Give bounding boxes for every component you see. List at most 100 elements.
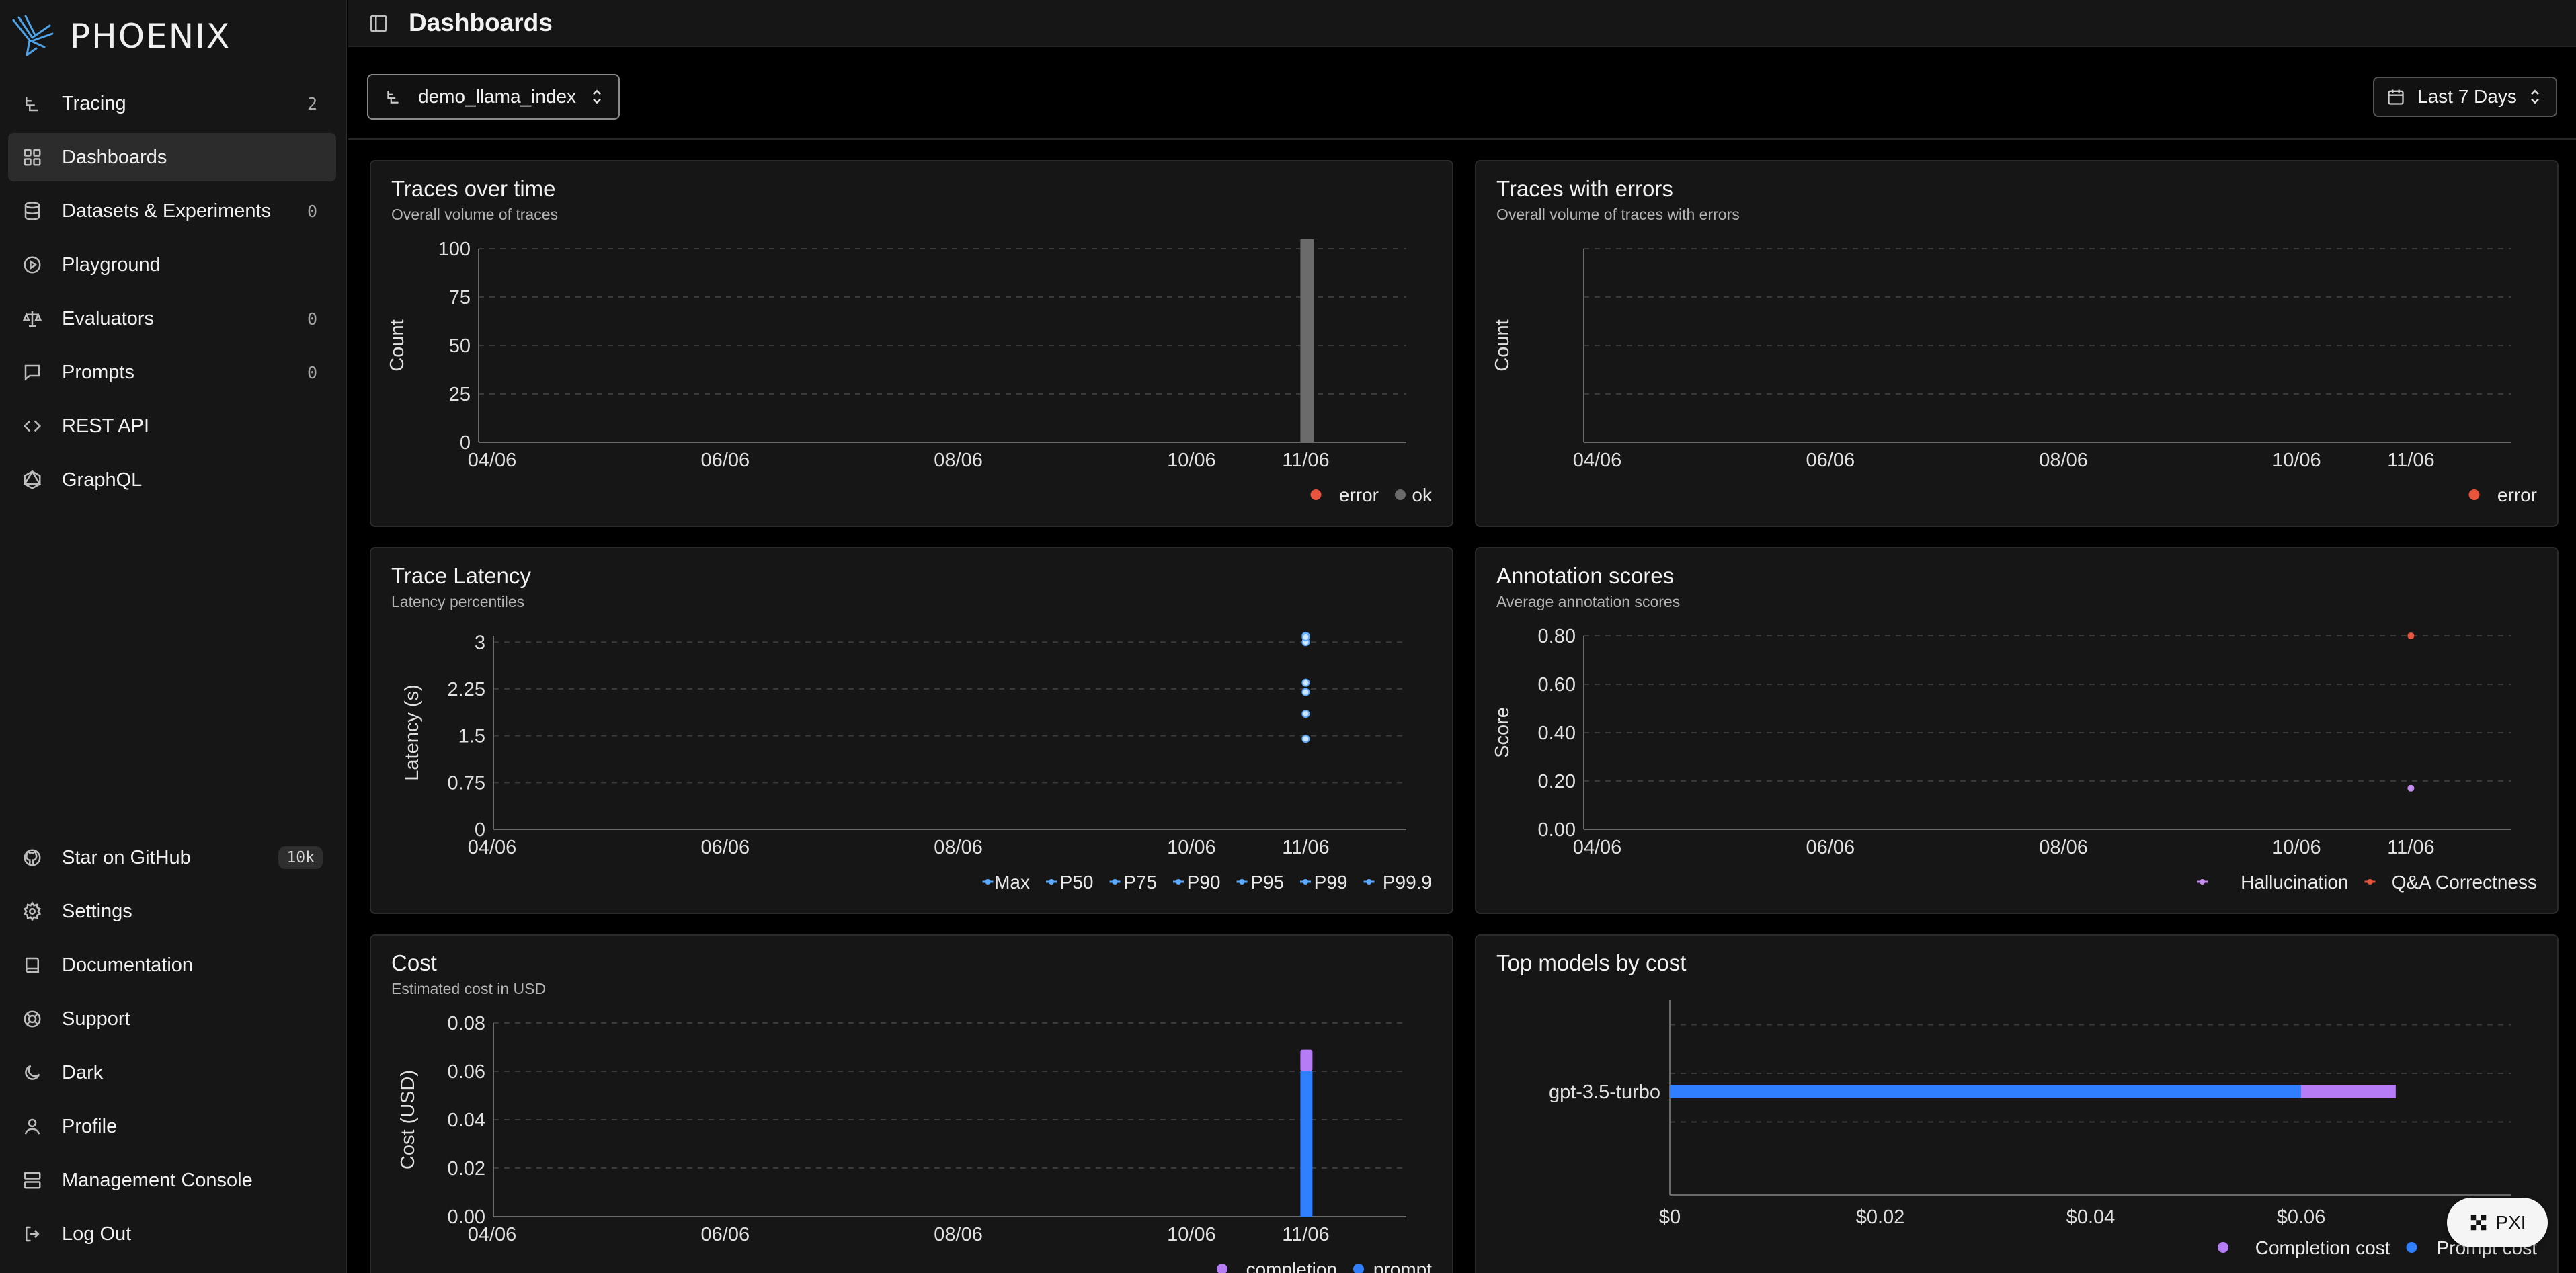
sidebar-item-log-out[interactable]: Log Out [8,1210,336,1258]
x-tick-label: 10/06 [2272,450,2321,471]
sidebar-item-graphql[interactable]: GraphQL [8,456,336,504]
y-tick-label: 50 [449,335,471,357]
y-axis-label: Count [387,319,408,371]
x-tick-label: 04/06 [1573,450,1622,471]
sidebar-item-label: Settings [62,900,132,922]
scale-icon [22,308,43,329]
server-icon [22,1169,43,1191]
sidebar-item-count: 0 [307,201,317,221]
chevron-up-down-icon [2530,89,2539,104]
x-tick-label: 10/06 [1167,450,1216,471]
x-tick-label: 11/06 [1282,837,1329,858]
theme-toggle[interactable]: Dark [8,1049,336,1097]
x-tick-label: 10/06 [1167,1224,1216,1245]
cost-card: Cost Estimated cost in USD 0.00 0.02 0.04 0… [370,934,1453,1273]
y-tick-label: 3 [475,632,485,653]
star-on-github-link[interactable]: Star on GitHub 10k [8,833,336,882]
legend-label: P99.9 [1383,872,1432,893]
latency-point-p95 [1301,678,1310,687]
phoenix-logo[interactable]: PHOENIX [9,12,231,60]
y-tick-label: 0.80 [1538,626,1576,647]
legend-label: Q&A Correctness [2392,872,2537,893]
sidebar-item-playground[interactable]: Playground [8,241,336,289]
legend-label: ok [1412,485,1433,505]
card-title: Traces over time [391,176,556,201]
x-tick-label: 11/06 [2387,450,2434,471]
sidebar-item-profile[interactable]: Profile [8,1102,336,1151]
legend-label: prompt [1373,1259,1432,1273]
sidebar-item-tracing[interactable]: Tracing 2 [8,79,336,128]
sidebar-item-settings[interactable]: Settings [8,887,336,936]
dashboard-grid-icon [22,147,43,168]
card-subtitle: Estimated cost in USD [391,980,547,997]
sidebar-item-documentation[interactable]: Documentation [8,941,336,989]
sidebar-item-label: Support [62,1008,130,1030]
traces-over-time-card: Traces over time Overall volume of trace… [370,160,1453,527]
sidebar: PHOENIX Tracing 2 Dashboards Datasets & … [0,0,347,1273]
pxi-label: PXI [2495,1212,2526,1233]
project-picker-label: demo_llama_index [418,86,577,107]
github-stars-badge: 10k [278,846,323,869]
book-icon [22,954,43,976]
sidebar-item-dashboards[interactable]: Dashboards [8,133,336,181]
x-tick-label: 11/06 [1282,1224,1329,1245]
y-tick-label: 25 [449,384,471,405]
sidebar-item-evaluators[interactable]: Evaluators 0 [8,294,336,343]
sidebar-item-label: Documentation [62,954,194,976]
pxi-assistant-button[interactable]: PXI [2447,1198,2548,1247]
latency-point-p75 [1301,710,1310,718]
log-out-icon [22,1223,43,1245]
sidebar-item-datasets[interactable]: Datasets & Experiments 0 [8,187,336,235]
legend-label: error [1339,485,1379,505]
x-tick-label: 06/06 [701,450,750,471]
code-icon [22,415,43,437]
sidebar-item-rest-api[interactable]: REST API [8,402,336,450]
annotation-scores-card: Annotation scores Average annotation sco… [1475,547,2559,914]
cost-bar-completion [1300,1049,1313,1071]
x-tick-label: 08/06 [2039,837,2088,858]
sidebar-item-count: 2 [307,93,317,114]
annotation-scores-chart: 0.00 0.20 0.40 0.60 0.80 04/06 06/06 08/06 10/06… [1492,626,2537,893]
sidebar-item-support[interactable]: Support [8,995,336,1043]
top-bar: Dashboards [348,0,2576,47]
y-tick-label: 0.60 [1538,674,1576,696]
y-axis-label: Count [1492,319,1513,371]
y-tick-label: 0.06 [448,1061,485,1083]
y-tick-label: 0.75 [448,772,485,794]
legend-label: completion [1246,1259,1337,1273]
project-picker[interactable]: demo_llama_index [367,74,620,120]
card-subtitle: Overall volume of traces with errors [1496,206,1740,223]
legend-swatch [1217,1264,1227,1273]
card-title: Trace Latency [391,563,531,588]
y-tick-label: 0 [475,819,485,841]
x-tick-label: 08/06 [2039,450,2088,471]
legend-label: Max [994,872,1030,893]
time-range-picker[interactable]: Last 7 Days [2373,77,2557,117]
sidebar-toggle-icon[interactable] [368,13,389,34]
y-tick-label: 75 [449,287,471,309]
legend-swatch [2218,1242,2228,1253]
legend-swatch [2367,879,2373,885]
lifebuoy-icon [22,1008,43,1030]
legend-swatch [2200,879,2205,885]
message-icon [22,362,43,383]
legend-swatch [1310,489,1322,500]
y-tick-label: 0.40 [1538,723,1576,744]
legend-swatch [1366,879,1372,885]
bar-ok [1300,239,1314,442]
x-tick-label: $0.04 [2066,1206,2116,1228]
legend-swatch [2468,489,2480,500]
y-tick-label: 0.00 [448,1206,485,1228]
legend-swatch [1303,879,1308,885]
card-title: Top models by cost [1496,950,1687,975]
sidebar-item-management-console[interactable]: Management Console [8,1156,336,1204]
x-tick-label: 06/06 [1806,450,1855,471]
time-range-label: Last 7 Days [2417,86,2517,107]
x-tick-label: 10/06 [2272,837,2321,858]
sidebar-item-prompts[interactable]: Prompts 0 [8,348,336,397]
y-tick-label: 0.08 [448,1013,485,1034]
x-tick-label: 04/06 [468,837,517,858]
y-tick-label: 0.00 [1538,819,1576,841]
legend-swatch [1353,1264,1364,1273]
